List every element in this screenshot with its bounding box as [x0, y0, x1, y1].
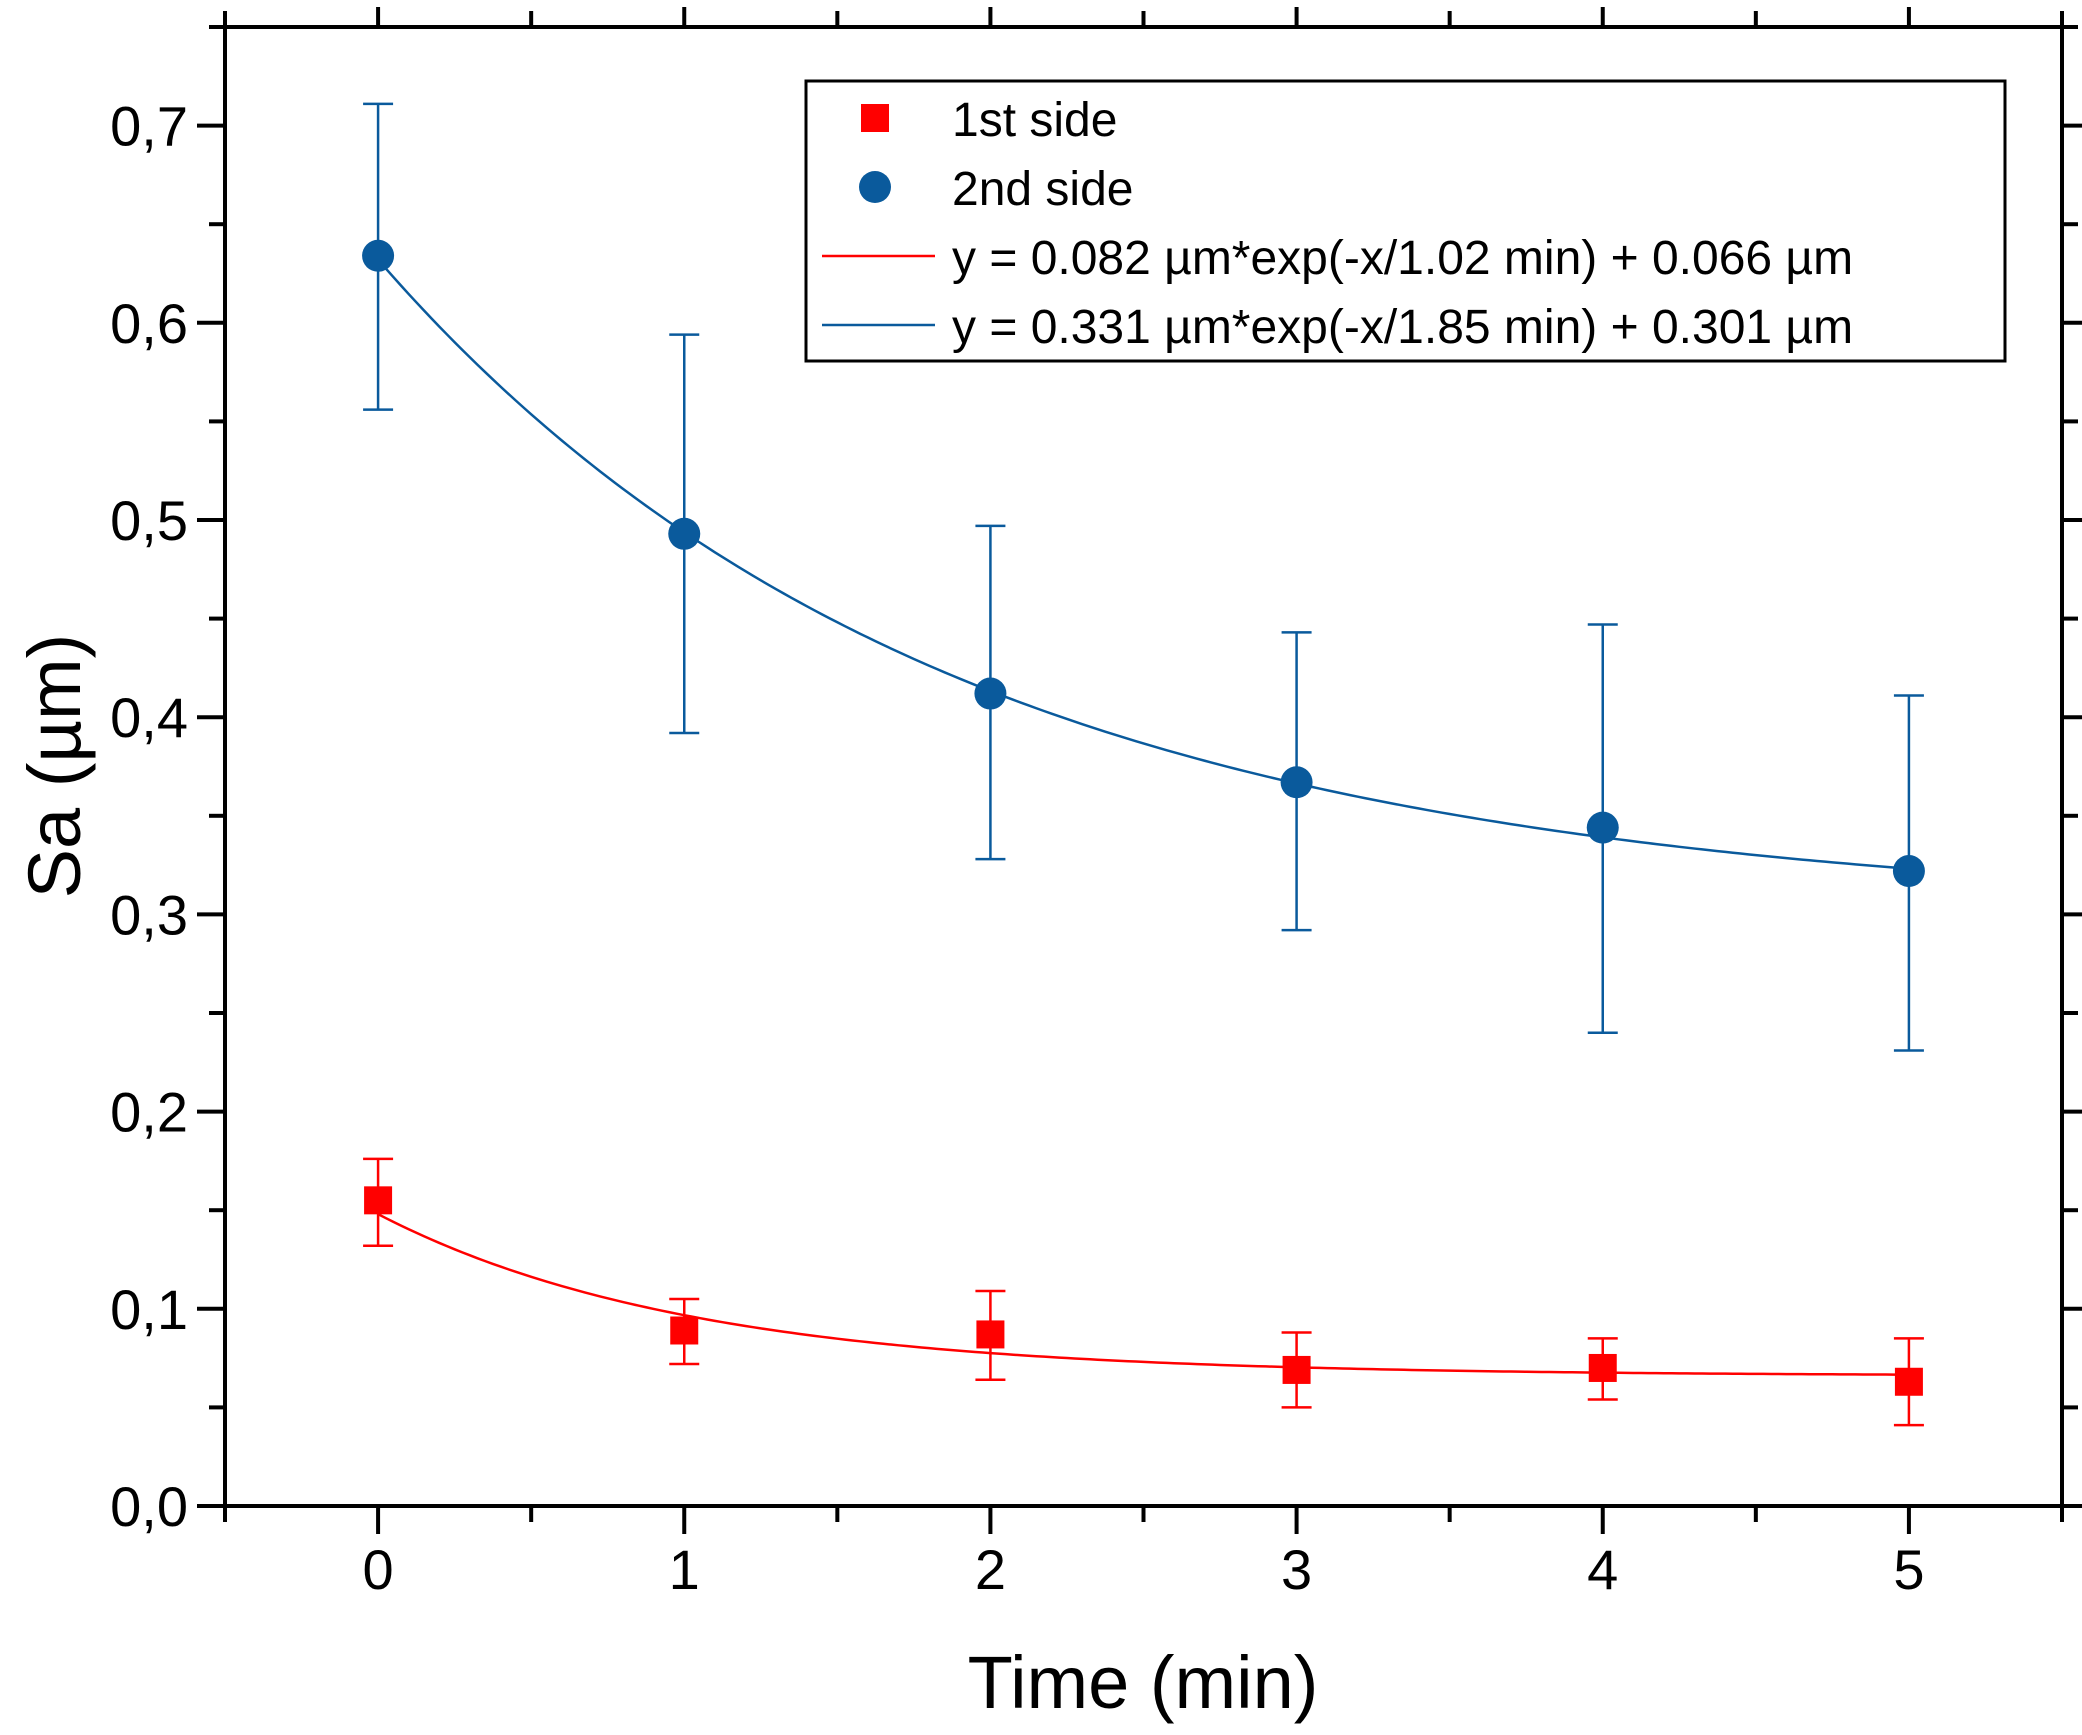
data-point-1st-side [1588, 1353, 1617, 1382]
data-point-2nd-side [1586, 811, 1619, 844]
y-tick-label: 0,0 [110, 1475, 188, 1538]
y-axis-label: Sa (µm) [13, 634, 96, 899]
x-tick-label: 5 [1893, 1538, 1924, 1601]
data-point-2nd-side [362, 239, 395, 272]
data-point-1st-side [364, 1186, 393, 1215]
legend-symbol-1st-side [861, 104, 889, 132]
y-tick-label: 0,1 [110, 1278, 188, 1341]
data-markers [362, 239, 1925, 1396]
y-tick-label: 0,7 [110, 95, 188, 158]
data-point-1st-side [1894, 1367, 1923, 1396]
legend-box [804, 79, 2007, 363]
x-tick-label: 3 [1281, 1538, 1312, 1601]
x-tick-label: 2 [975, 1538, 1006, 1601]
data-point-1st-side [670, 1316, 699, 1345]
data-point-1st-side [976, 1320, 1005, 1349]
data-point-2nd-side [974, 677, 1007, 710]
y-tick-label: 0,3 [110, 883, 188, 946]
axis-ticks [197, 7, 2082, 1534]
fit-curve-1st-side [377, 1213, 1909, 1376]
legend-symbol-2nd-side [859, 171, 891, 203]
fit-curves [377, 258, 1910, 1376]
data-point-2nd-side [1280, 766, 1313, 799]
x-tick-label: 1 [669, 1538, 700, 1601]
fit-curve-2nd-side [377, 258, 1910, 870]
y-tick-label: 0,4 [110, 686, 188, 749]
y-tick-label: 0,6 [110, 292, 188, 355]
legend: 1st side 2nd side y = 0.082 µm*exp(-x/1.02… [804, 79, 2007, 363]
legend-fit-label: y = 0.331 µm*exp(-x/1.85 min) + 0.301 µm [952, 301, 1853, 354]
legend-label: 1st side [952, 94, 1117, 147]
legend-fit-label: y = 0.082 µm*exp(-x/1.02 min) + 0.066 µm [952, 232, 1853, 285]
x-tick-label: 4 [1587, 1538, 1618, 1601]
data-point-2nd-side [1892, 855, 1925, 888]
tick-labels: 0 1 2 3 4 5 0,0 0,1 0,2 0,3 0,4 0,5 0,6 0,7 [110, 95, 1924, 1601]
x-axis-label: Time (min) [968, 1641, 1319, 1724]
y-tick-label: 0,5 [110, 489, 188, 552]
y-tick-label: 0,2 [110, 1081, 188, 1144]
x-tick-label: 0 [363, 1538, 394, 1601]
data-point-1st-side [1282, 1355, 1311, 1384]
data-point-2nd-side [668, 517, 701, 550]
legend-label: 2nd side [952, 163, 1133, 216]
